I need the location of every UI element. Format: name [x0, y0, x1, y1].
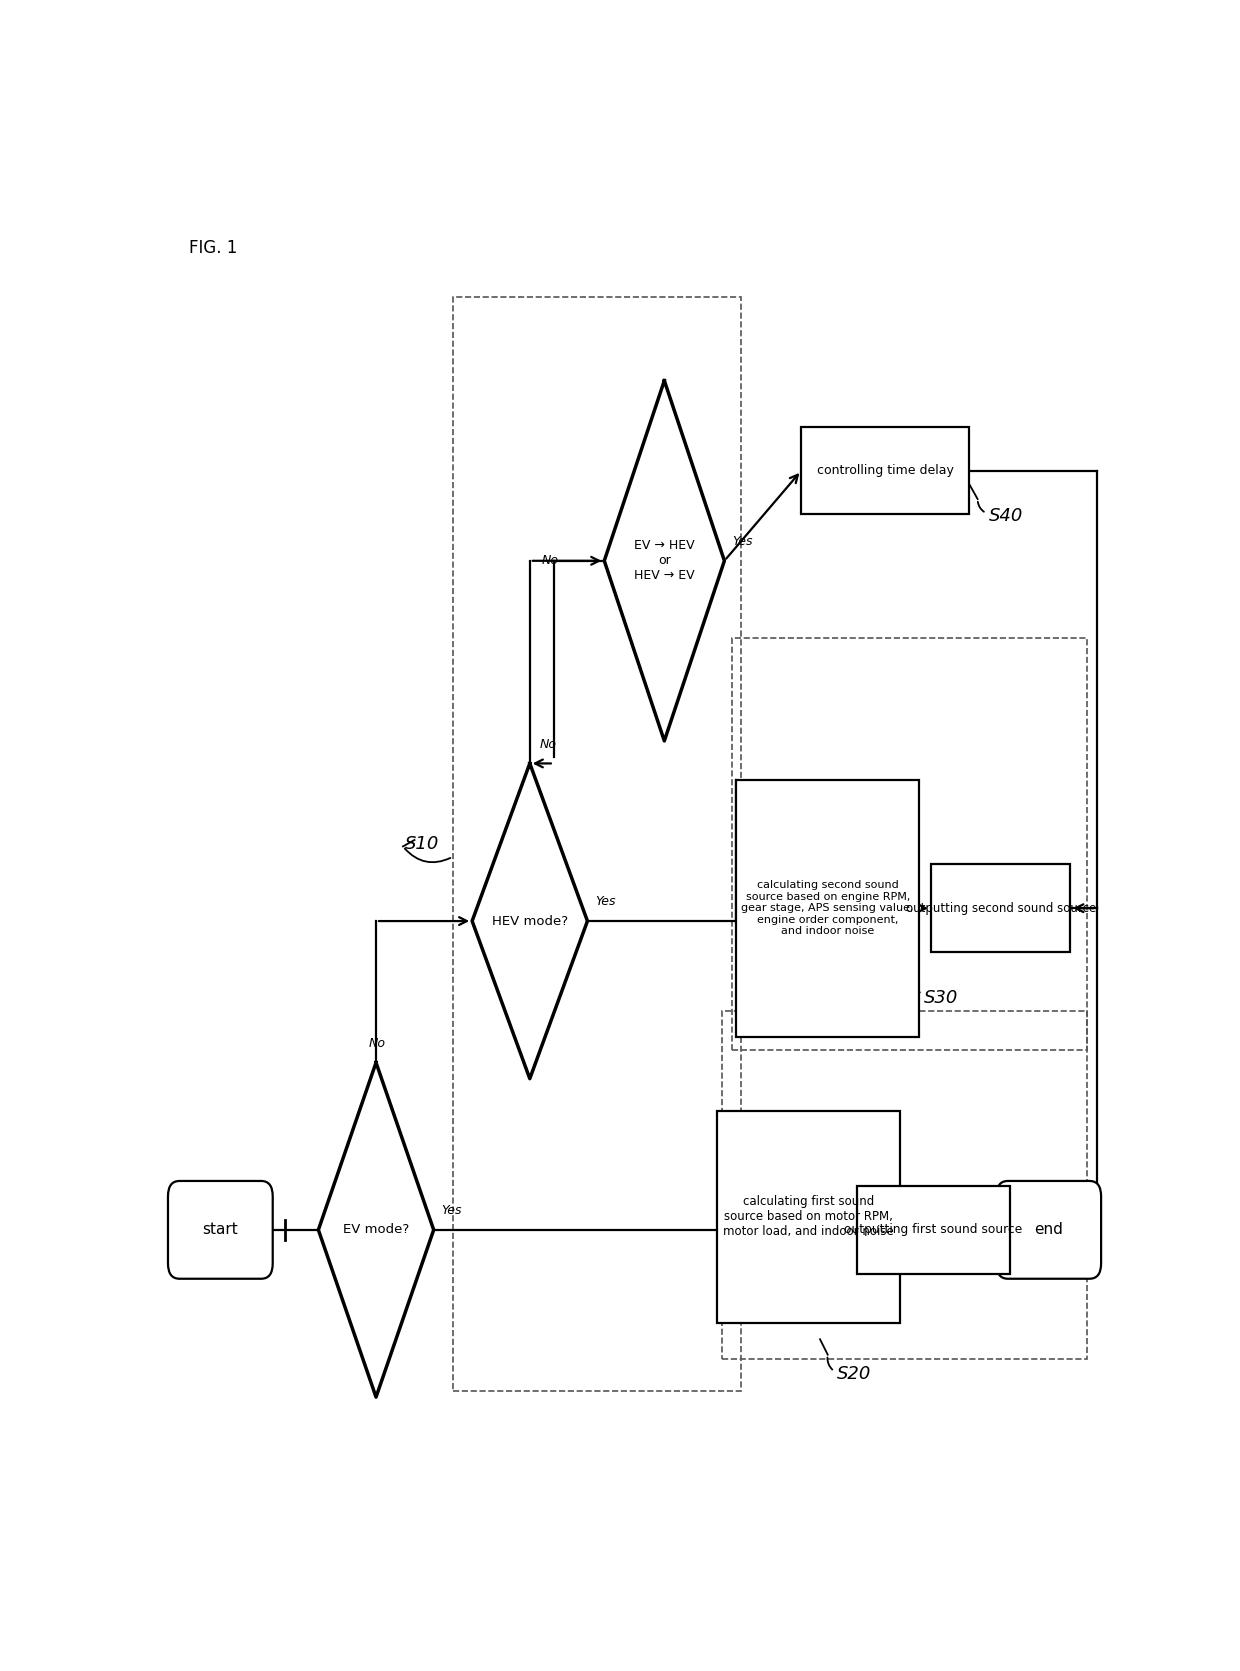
- Bar: [737, 779, 919, 1036]
- Text: No: No: [368, 1036, 386, 1049]
- Text: Yes: Yes: [595, 896, 615, 909]
- Text: controlling time delay: controlling time delay: [817, 465, 954, 478]
- Text: S30: S30: [924, 989, 959, 1008]
- Text: end: end: [1034, 1223, 1063, 1237]
- Text: No: No: [542, 555, 559, 566]
- Bar: [931, 864, 1070, 952]
- Text: Yes: Yes: [732, 535, 753, 548]
- Text: start: start: [202, 1223, 238, 1237]
- Bar: [722, 1011, 1087, 1359]
- Bar: [453, 297, 742, 1390]
- Text: HEV mode?: HEV mode?: [492, 914, 568, 927]
- Text: S10: S10: [404, 836, 439, 852]
- FancyBboxPatch shape: [997, 1181, 1101, 1278]
- Text: No: No: [539, 737, 557, 750]
- Text: outputting second sound source: outputting second sound source: [905, 902, 1096, 914]
- Bar: [801, 428, 970, 515]
- Text: calculating second sound
source based on engine RPM,
gear stage, APS sensing val: calculating second sound source based on…: [742, 881, 914, 936]
- Bar: [857, 1186, 1011, 1273]
- Bar: [717, 1111, 900, 1323]
- Text: FIG. 1: FIG. 1: [188, 239, 237, 257]
- Text: EV mode?: EV mode?: [343, 1223, 409, 1237]
- Text: EV → HEV
or
HEV → EV: EV → HEV or HEV → EV: [634, 540, 694, 582]
- Text: S20: S20: [837, 1365, 872, 1384]
- Text: Yes: Yes: [441, 1205, 461, 1216]
- Text: calculating first sound
source based on motor RPM,
motor load, and indoor noise: calculating first sound source based on …: [723, 1195, 894, 1238]
- Bar: [732, 638, 1087, 1049]
- Text: outputting first sound source: outputting first sound source: [844, 1223, 1023, 1237]
- Text: S40: S40: [990, 506, 1023, 525]
- FancyBboxPatch shape: [167, 1181, 273, 1278]
